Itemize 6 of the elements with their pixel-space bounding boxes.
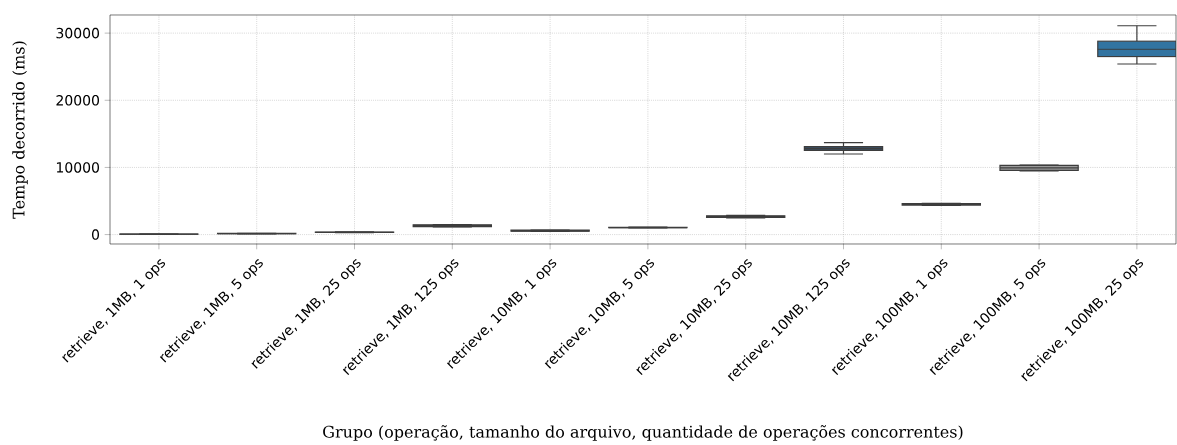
x-axis-title: Grupo (operação, tamanho do arquivo, quantidade de operações concorrentes) bbox=[323, 424, 963, 441]
y-tick-label: 30000 bbox=[56, 27, 100, 39]
y-tick-label: 0 bbox=[91, 229, 100, 240]
y-tick-label: 10000 bbox=[56, 161, 100, 173]
y-axis-title: Tempo decorrido (ms) bbox=[12, 41, 28, 219]
y-tick-label: 20000 bbox=[56, 94, 100, 106]
